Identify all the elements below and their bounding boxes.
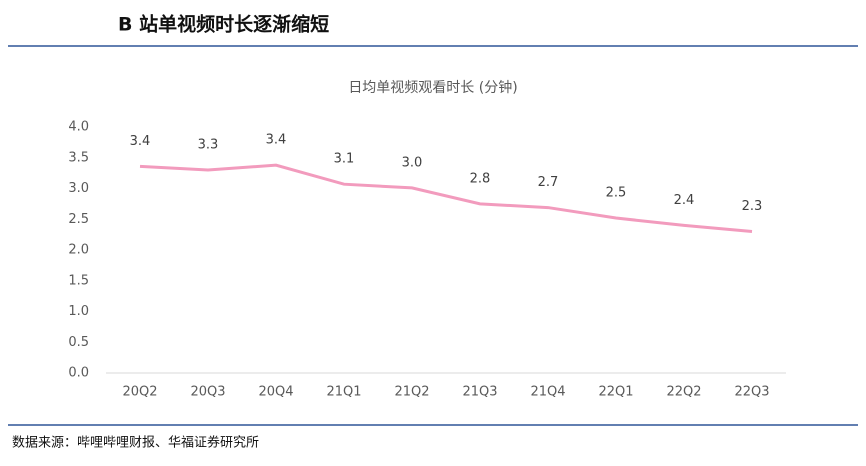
- data-label: 3.4: [266, 133, 287, 148]
- y-tick-label: 3.0: [68, 181, 89, 196]
- y-tick-label: 0.0: [68, 366, 89, 381]
- x-tick-label: 22Q1: [598, 385, 633, 400]
- x-tick-label: 20Q2: [122, 385, 157, 400]
- data-label: 2.7: [538, 175, 559, 190]
- x-tick-label: 21Q1: [326, 385, 361, 400]
- heading: B 站单视频时长逐渐缩短: [118, 13, 329, 36]
- y-tick-label: 2.0: [68, 243, 89, 258]
- line: [139, 163, 753, 234]
- x-tick-label: 20Q3: [190, 385, 225, 400]
- x-tick-label: 22Q2: [666, 385, 701, 400]
- y-tick-label: 0.5: [68, 335, 89, 350]
- data-label: 2.8: [470, 171, 491, 186]
- data-label: 3.1: [334, 152, 355, 167]
- chart-title: 日均单视频观看时长 (分钟): [348, 79, 517, 96]
- x-tick-label: 22Q3: [734, 385, 769, 400]
- x-tick-label: 20Q4: [258, 385, 293, 400]
- x-tick-label: 21Q2: [394, 385, 429, 400]
- data-label: 2.5: [606, 186, 627, 201]
- data-label: 2.3: [742, 199, 763, 214]
- y-tick-label: 3.5: [68, 150, 89, 165]
- data-label: 3.4: [130, 134, 151, 149]
- data-label: 3.3: [198, 138, 219, 153]
- y-tick-label: 4.0: [68, 120, 89, 135]
- data-label: 2.4: [674, 193, 695, 208]
- y-tick-label: 2.5: [68, 212, 89, 227]
- y-tick-label: 1.5: [68, 273, 89, 288]
- data-label: 3.0: [402, 155, 423, 170]
- x-tick-label: 21Q3: [462, 385, 497, 400]
- source: 数据来源：哔哩哔哩财报、华福证券研究所: [12, 435, 259, 451]
- y-tick-label: 1.0: [68, 304, 89, 319]
- x-tick-label: 21Q4: [530, 385, 565, 400]
